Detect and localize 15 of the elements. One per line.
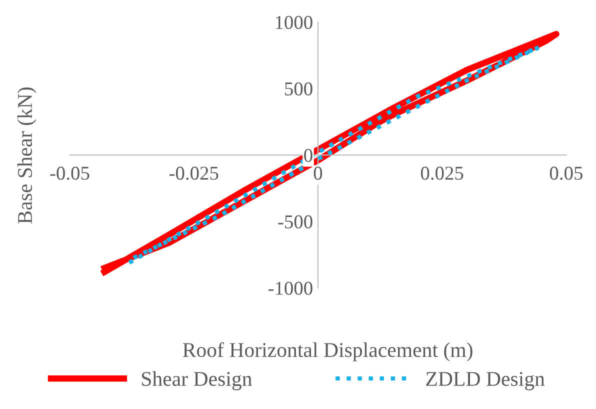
x-axis-title: Roof Horizontal Displacement (m) [182, 342, 472, 362]
line-series [127, 45, 541, 265]
legend-label: ZDLD Design [426, 372, 545, 390]
x-tick-label: 0 [314, 166, 322, 180]
x-tick-label: -0.025 [169, 166, 218, 180]
y-axis-title: Base Shear (kN) [17, 87, 36, 224]
y-tick-label: -500 [278, 215, 312, 228]
legend-label: Shear Design [142, 371, 252, 390]
x-tick-label: 0.025 [420, 166, 464, 180]
y-tick-label: 0 [304, 148, 312, 162]
x-tick-label: 0.05 [550, 166, 582, 180]
y-tick-label: 1000 [276, 16, 312, 30]
y-tick-label: 500 [285, 82, 312, 96]
y-tick-label: -1000 [268, 282, 312, 295]
x-tick-label: -0.05 [50, 166, 90, 180]
